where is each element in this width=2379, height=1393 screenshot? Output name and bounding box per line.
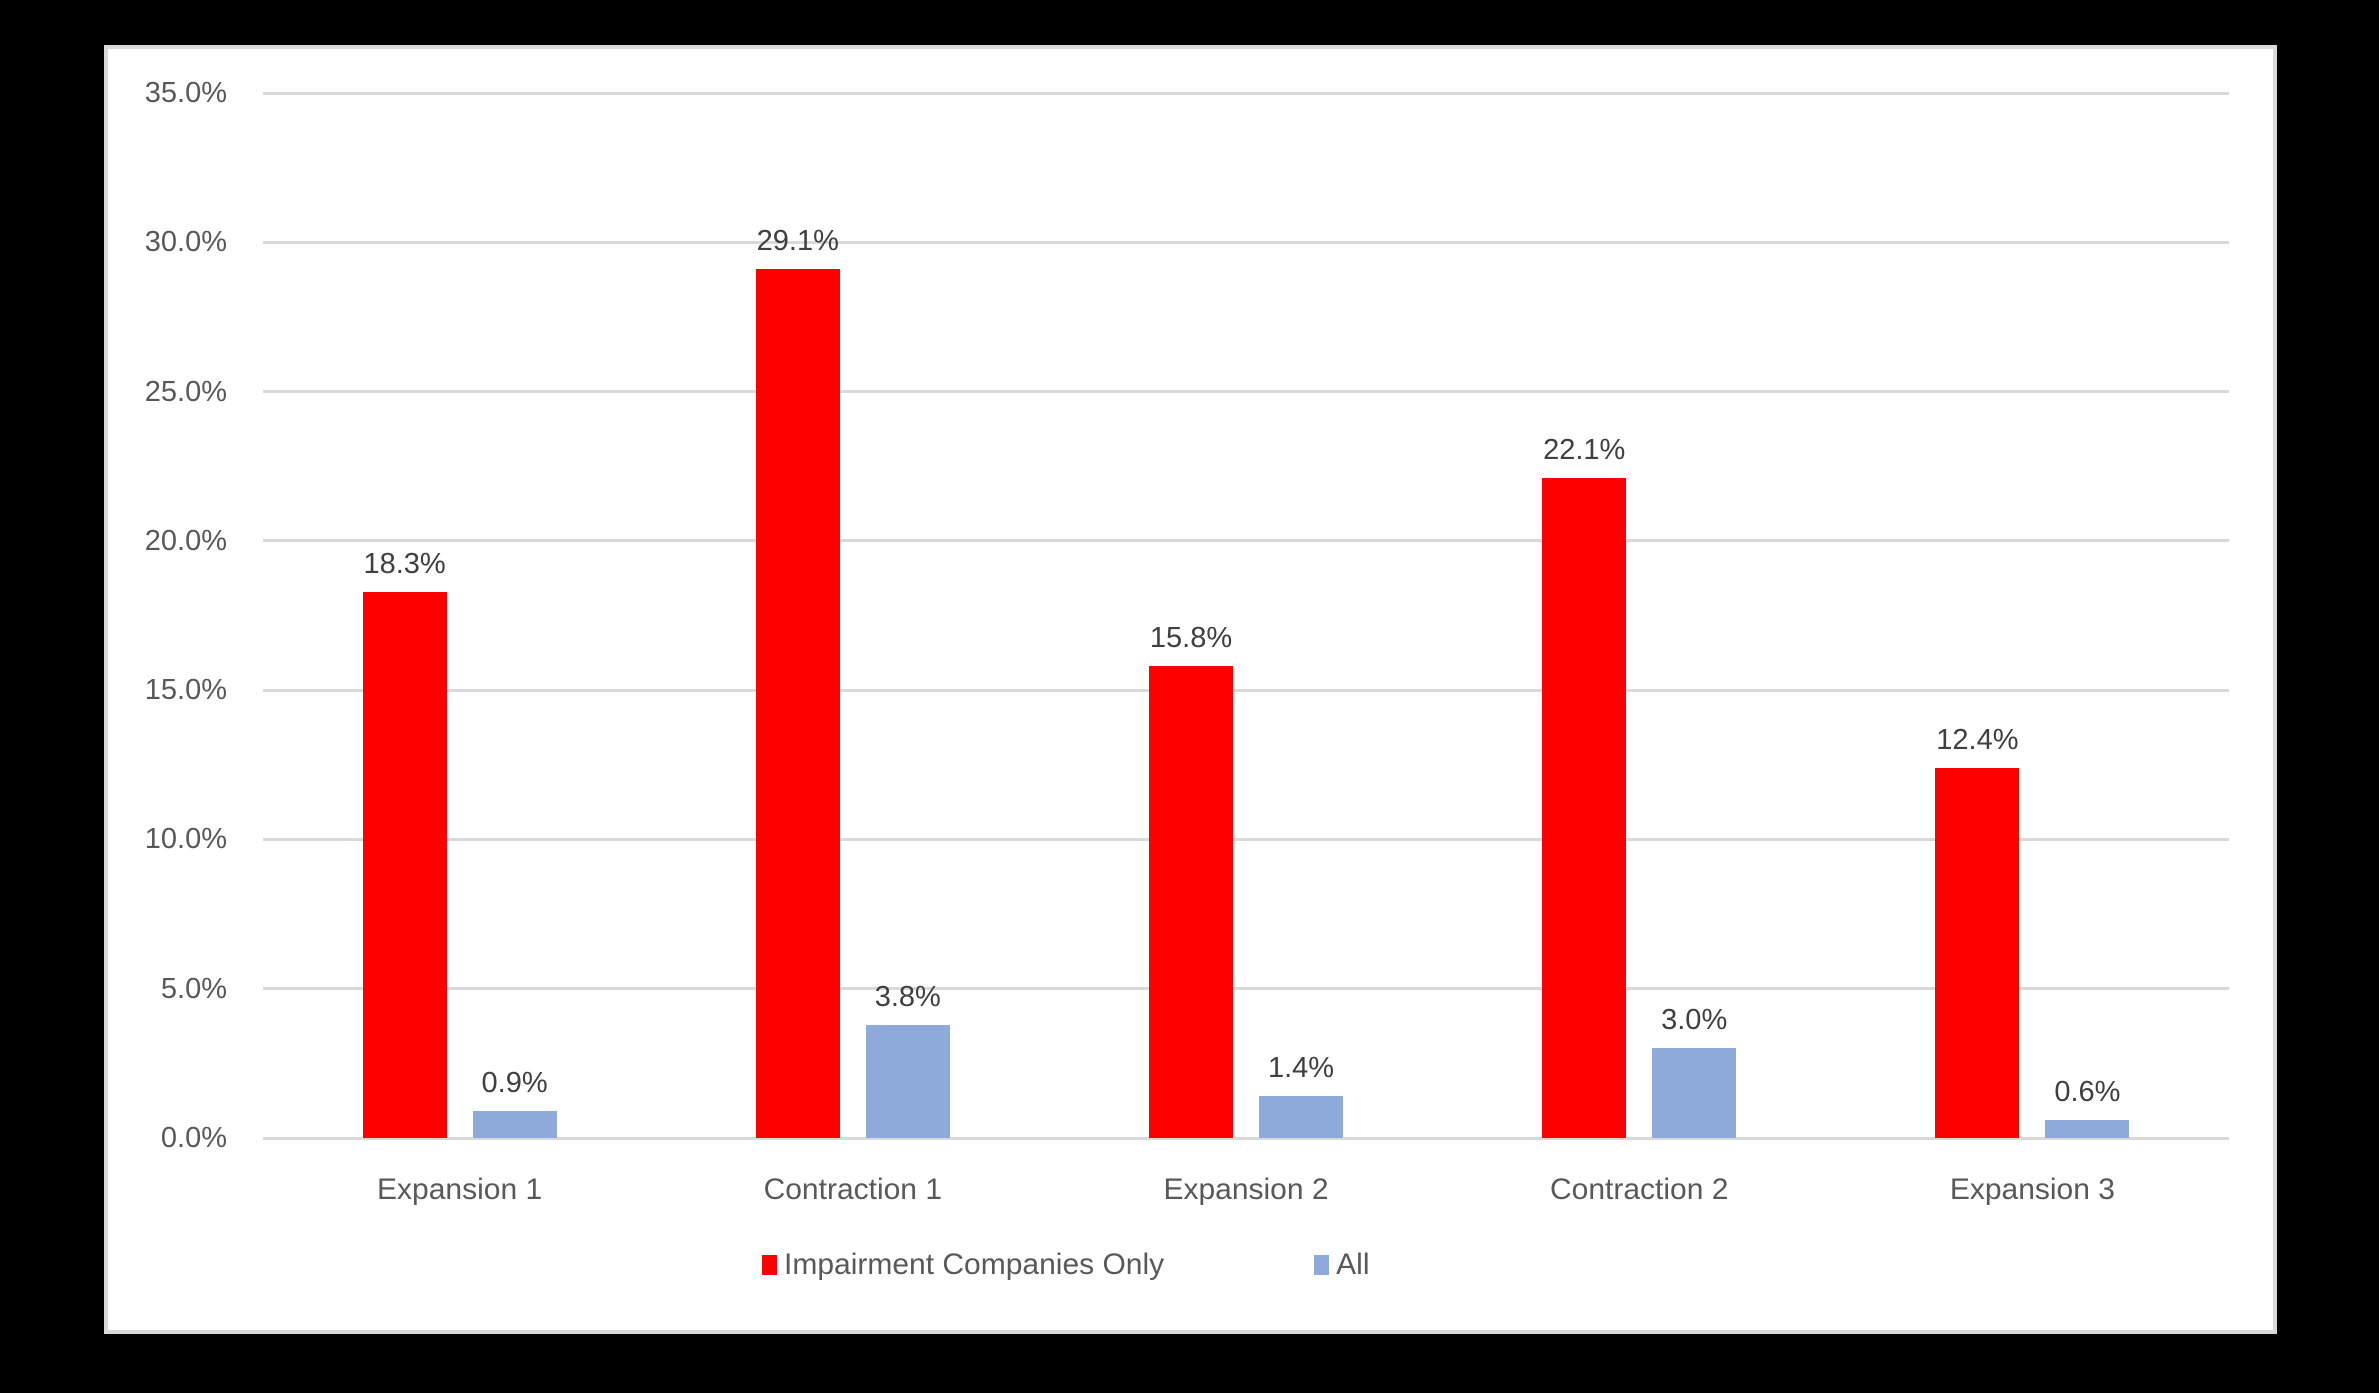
bar-all: [1652, 1048, 1737, 1138]
data-label: 3.8%: [874, 980, 941, 1013]
gridline: [263, 539, 2229, 543]
legend-swatch-icon: [762, 1255, 777, 1275]
data-label: 3.0%: [1661, 1004, 1728, 1037]
bar-impairment-companies: [362, 591, 447, 1138]
bar-all: [1259, 1096, 1343, 1138]
gridline: [263, 1136, 2229, 1140]
gridline: [263, 240, 2229, 244]
y-axis-tick-label: 20.0%: [144, 524, 227, 557]
x-axis-category-label: Contraction 2: [1549, 1173, 1729, 1206]
y-axis-tick-label: 10.0%: [144, 823, 227, 856]
bar-impairment-companies: [1542, 478, 1627, 1138]
legend-label: Impairment Companies Only: [784, 1248, 1165, 1281]
data-label: 29.1%: [756, 225, 839, 258]
legend-item: Impairment Companies Only: [762, 1250, 1164, 1280]
data-label: 1.4%: [1267, 1052, 1335, 1085]
y-axis-tick-label: 30.0%: [144, 226, 227, 259]
x-axis-category-label: Expansion 3: [1949, 1173, 2115, 1206]
legend-item: All: [1314, 1248, 1370, 1281]
data-label: 18.3%: [363, 547, 446, 580]
y-axis-tick-label: 0.0%: [160, 1122, 227, 1154]
x-axis-category-label: Expansion 1: [377, 1173, 543, 1206]
x-axis-category-label: Contraction 1: [763, 1173, 943, 1206]
data-label: 12.4%: [1936, 723, 2019, 756]
legend-label: All: [1336, 1248, 1370, 1281]
y-axis-tick-label: 15.0%: [144, 674, 227, 707]
y-axis-tick-label: 25.0%: [144, 375, 227, 408]
gridline: [263, 987, 2229, 991]
bar-impairment-companies: [1149, 666, 1233, 1138]
gridline: [263, 837, 2229, 841]
gridline: [263, 688, 2229, 692]
data-label: 0.9%: [481, 1067, 548, 1100]
bar-all: [2045, 1120, 2130, 1138]
gridline: [263, 390, 2229, 394]
bar-impairment-companies: [755, 269, 840, 1138]
gridline: [263, 91, 2229, 95]
bar-all: [472, 1111, 557, 1138]
x-axis-category-label: Expansion 2: [1163, 1173, 1329, 1206]
data-label: 0.6%: [2054, 1076, 2121, 1109]
y-axis-tick-label: 35.0%: [144, 77, 227, 109]
legend: Impairment Companies Only All: [762, 1247, 1370, 1283]
bar-all: [865, 1024, 950, 1138]
data-label: 22.1%: [1543, 434, 1626, 467]
data-label: 15.8%: [1149, 622, 1233, 655]
legend-swatch-icon: [1314, 1255, 1330, 1275]
y-axis-tick-label: 5.0%: [160, 972, 227, 1005]
bar-impairment-companies: [1935, 767, 2020, 1138]
